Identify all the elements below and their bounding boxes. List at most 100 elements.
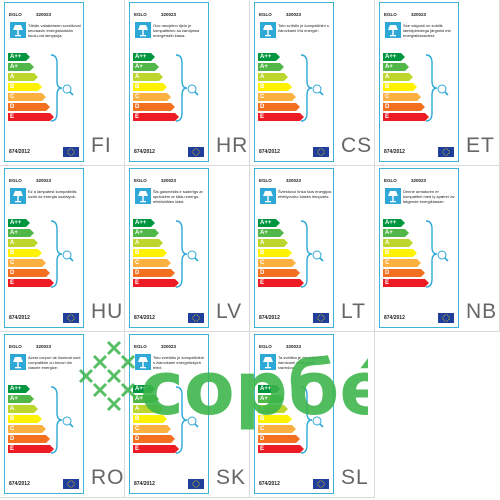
energy-class-bar: E xyxy=(8,279,54,287)
label-cell-nb: EGLO 320023 Denne armaturen er kompatibel … xyxy=(375,166,500,332)
model-number: 320023 xyxy=(286,12,302,17)
energy-class-bar: D xyxy=(133,435,175,443)
label-cell-fi: EGLO 320023 Tähän valaisimeen soveltuvat s… xyxy=(0,0,125,166)
energy-class-bar: A+ xyxy=(258,395,284,403)
brand-name: EGLO xyxy=(134,178,147,183)
energy-class-bar: A+ xyxy=(8,63,34,71)
energy-class-bar: A++ xyxy=(133,219,155,227)
lightbulb-icon xyxy=(311,249,325,263)
energy-class-bar: D xyxy=(8,435,50,443)
energy-class-bar: E xyxy=(258,113,304,121)
compatibility-text: See valgusti on sobilik lambipirnidega j… xyxy=(403,23,451,38)
table-lamp-icon xyxy=(10,354,26,370)
regulation-number: 874/2012 xyxy=(384,149,405,155)
lightbulb-icon xyxy=(436,249,450,263)
brace-icon xyxy=(49,219,63,289)
energy-label: EGLO 320023 Šis gaismeklis ir saderīgs ar … xyxy=(129,168,209,328)
energy-class-bar: C xyxy=(8,93,46,101)
compatibility-text: Toto svietidlo je kompatibilné s žiarovk… xyxy=(153,355,204,370)
energy-label: EGLO 320023 Tähän valaisimeen soveltuvat s… xyxy=(4,2,84,162)
energy-class-bar: A xyxy=(133,73,163,81)
regulation-number: 874/2012 xyxy=(259,315,280,321)
label-cell-sl: EGLO 320023 Ta svetilka je združljiva z ža… xyxy=(250,332,375,498)
energy-label: EGLO 320023 Toto svietidlo je kompatibilné… xyxy=(129,334,209,494)
energy-class-bar: E xyxy=(133,445,179,453)
energy-class-bar: E xyxy=(133,113,179,121)
energy-class-bar: C xyxy=(8,259,46,267)
energy-class-bar: A+ xyxy=(8,395,34,403)
table-lamp-icon xyxy=(135,188,151,204)
energy-label: EGLO 320023 Denne armaturen er kompatibel … xyxy=(379,168,459,328)
energy-class-bar: C xyxy=(383,259,421,267)
energy-class-bar: E xyxy=(383,113,429,121)
brand-name: EGLO xyxy=(259,178,272,183)
language-code: HU xyxy=(91,300,124,323)
energy-class-scale: A++ A+ A B C D E xyxy=(383,53,423,125)
table-lamp-icon xyxy=(135,22,151,38)
table-lamp-icon xyxy=(135,354,151,370)
compatibility-text: Denne armaturen er kompatibel med ly-spæ… xyxy=(403,189,455,204)
brand-name: EGLO xyxy=(9,344,22,349)
model-number: 320023 xyxy=(36,344,52,349)
energy-class-scale: A++ A+ A B C D E xyxy=(383,219,423,291)
label-cell-sk: EGLO 320023 Toto svietidlo je kompatibilné… xyxy=(125,332,250,498)
energy-class-bar: C xyxy=(133,425,171,433)
label-cell-cs: EGLO 320023 Toto svítidlo je kompatibilní … xyxy=(250,0,375,166)
eu-flag-icon xyxy=(188,313,204,323)
model-number: 320023 xyxy=(161,178,177,183)
energy-class-bar: D xyxy=(258,435,300,443)
energy-class-bar: B xyxy=(8,249,42,257)
brace-icon xyxy=(299,385,313,455)
eu-flag-icon xyxy=(63,313,79,323)
energy-class-bar: A+ xyxy=(383,63,409,71)
energy-class-bar: D xyxy=(383,103,425,111)
compatibility-text: Tähän valaisimeen soveltuvat seuraavin e… xyxy=(28,23,81,38)
model-number: 320023 xyxy=(286,344,302,349)
lightbulb-icon xyxy=(186,415,200,429)
brace-icon xyxy=(174,53,188,123)
regulation-number: 874/2012 xyxy=(9,481,30,487)
eu-flag-icon xyxy=(63,479,79,489)
lightbulb-icon xyxy=(311,83,325,97)
brand-name: EGLO xyxy=(9,178,22,183)
lightbulb-icon xyxy=(61,249,75,263)
energy-label: EGLO 320023 Šviestuvui tinka šios energijo… xyxy=(254,168,334,328)
regulation-number: 874/2012 xyxy=(9,315,30,321)
energy-class-bar: B xyxy=(133,83,167,91)
brand-name: EGLO xyxy=(9,12,22,17)
regulation-number: 874/2012 xyxy=(259,481,280,487)
brand-name: EGLO xyxy=(134,344,147,349)
table-lamp-icon xyxy=(10,188,26,204)
lightbulb-icon xyxy=(61,415,75,429)
eu-flag-icon xyxy=(188,147,204,157)
energy-class-bar: D xyxy=(8,269,50,277)
energy-class-bar: D xyxy=(133,269,175,277)
compatibility-text: Šviestuvui tinka šios energijos efektyvu… xyxy=(278,189,332,199)
model-number: 320023 xyxy=(36,12,52,17)
energy-class-bar: A++ xyxy=(133,53,155,61)
energy-class-bar: A+ xyxy=(383,229,409,237)
energy-class-bar: A xyxy=(8,239,38,247)
brace-icon xyxy=(424,219,438,289)
table-lamp-icon xyxy=(385,188,401,204)
brace-icon xyxy=(49,385,63,455)
language-code: LV xyxy=(216,300,243,323)
energy-class-bar: A xyxy=(133,239,163,247)
energy-class-bar: C xyxy=(8,425,46,433)
energy-class-bar: A xyxy=(383,73,413,81)
energy-class-scale: A++ A+ A B C D E xyxy=(258,53,298,125)
energy-class-bar: B xyxy=(258,415,292,423)
brace-icon xyxy=(49,53,63,123)
energy-class-bar: A+ xyxy=(258,229,284,237)
compatibility-text: Toto svítidlo je kompatibilní s žárovkam… xyxy=(278,23,329,33)
regulation-number: 874/2012 xyxy=(134,149,155,155)
energy-class-bar: A xyxy=(133,405,163,413)
energy-class-bar: B xyxy=(133,249,167,257)
compatibility-text: Ovo rasvjetno tijelo je kompatibilno sa … xyxy=(153,23,200,38)
regulation-number: 874/2012 xyxy=(384,315,405,321)
table-lamp-icon xyxy=(10,22,26,38)
language-code: CS xyxy=(341,134,373,157)
brand-name: EGLO xyxy=(259,344,272,349)
regulation-number: 874/2012 xyxy=(259,149,280,155)
